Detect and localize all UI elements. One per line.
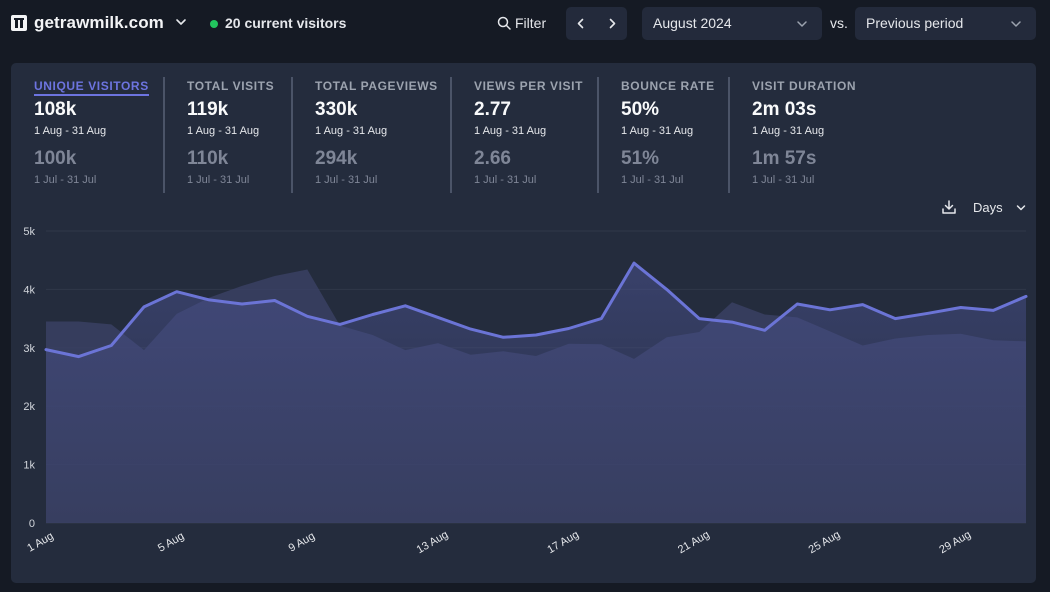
top-bar: getrawmilk.com 20 current visitors Filte…: [0, 0, 1050, 48]
live-indicator-dot: [210, 20, 218, 28]
stats-panel: UNIQUE VISITORS 108k 1 Aug - 31 Aug 100k…: [11, 63, 1036, 583]
current-period-line: [44, 261, 1028, 359]
metric-previous-value: 1m 57s: [752, 148, 817, 169]
metric-range: 1 Aug - 31 Aug: [187, 125, 260, 137]
metric-label: VIEWS PER VISIT: [474, 79, 584, 93]
metric-previous-range: 1 Jul - 31 Jul: [315, 174, 378, 186]
chevron-down-icon: [1016, 205, 1026, 211]
x-tick-label: 5 Aug: [156, 530, 186, 554]
metric-label: BOUNCE RATE: [621, 79, 715, 93]
chevron-left-icon: [577, 18, 584, 29]
metric-value: 119k: [187, 99, 229, 120]
metric-total-visits[interactable]: TOTAL VISITS 119k 1 Aug - 31 Aug 110k 1 …: [163, 77, 283, 193]
y-tick-label: 5k: [23, 226, 35, 238]
chevron-right-icon: [609, 18, 616, 29]
metric-range: 1 Aug - 31 Aug: [752, 125, 825, 137]
visitors-chart[interactable]: 0 1k 2k 3k 4k 5k 1 Aug 5 Aug 9 Aug 13 Aug 17 Aug 2…: [11, 63, 1036, 583]
y-tick-label: 4k: [23, 284, 35, 296]
y-tick-label: 2k: [23, 401, 35, 413]
metric-value: 2.77: [474, 99, 511, 120]
comparison-label: Previous period: [866, 15, 964, 31]
y-tick-label: 1k: [23, 460, 35, 472]
metric-previous-range: 1 Jul - 31 Jul: [752, 174, 815, 186]
metric-previous-range: 1 Jul - 31 Jul: [34, 174, 97, 186]
metric-previous-value: 110k: [187, 148, 229, 169]
vs-label: vs.: [830, 15, 848, 31]
y-tick-label: 3k: [23, 343, 35, 355]
metric-value: 108k: [34, 99, 77, 120]
metric-previous-value: 294k: [315, 148, 358, 169]
x-axis-ticks: 1 Aug 5 Aug 9 Aug 13 Aug 17 Aug 21 Aug 25 Aug 2…: [25, 529, 973, 557]
site-name[interactable]: getrawmilk.com: [34, 13, 164, 32]
x-tick-label: 21 Aug: [676, 529, 712, 557]
metric-range: 1 Aug - 31 Aug: [474, 125, 547, 137]
x-tick-label: 29 Aug: [937, 529, 973, 557]
period-nav: [566, 7, 627, 40]
interval-select[interactable]: Days: [969, 199, 1026, 217]
metric-label: TOTAL PAGEVIEWS: [315, 79, 438, 93]
metric-previous-value: 100k: [34, 148, 77, 169]
filter-label: Filter: [515, 15, 547, 31]
metric-label: TOTAL VISITS: [187, 79, 275, 93]
date-range-label: August 2024: [653, 15, 732, 31]
metric-value: 330k: [315, 99, 358, 120]
metric-previous-range: 1 Jul - 31 Jul: [474, 174, 537, 186]
date-range-select[interactable]: August 2024: [642, 7, 822, 40]
metric-total-pageviews[interactable]: TOTAL PAGEVIEWS 330k 1 Aug - 31 Aug 294k…: [291, 77, 441, 193]
current-period-area: [46, 263, 1026, 523]
comparison-select[interactable]: Previous period: [855, 7, 1036, 40]
chevron-down-icon[interactable]: [175, 16, 187, 28]
metric-previous-range: 1 Jul - 31 Jul: [187, 174, 250, 186]
metric-value: 2m 03s: [752, 99, 817, 120]
current-visitors[interactable]: 20 current visitors: [225, 15, 347, 31]
download-button[interactable]: [941, 199, 959, 217]
x-tick-label: 13 Aug: [415, 529, 451, 557]
y-tick-label: 0: [29, 518, 35, 530]
metric-value: 50%: [621, 99, 660, 120]
x-tick-label: 1 Aug: [25, 530, 55, 554]
site-logo-icon: [11, 15, 27, 31]
metric-range: 1 Aug - 31 Aug: [34, 125, 107, 137]
chevron-down-icon: [1011, 21, 1021, 27]
previous-period-button[interactable]: [566, 7, 596, 40]
search-icon: [497, 16, 511, 30]
x-tick-label: 9 Aug: [287, 530, 317, 554]
metric-range: 1 Aug - 31 Aug: [315, 125, 388, 137]
metric-previous-range: 1 Jul - 31 Jul: [621, 174, 684, 186]
metric-label: VISIT DURATION: [752, 79, 857, 93]
chart-lines: [44, 261, 1028, 359]
next-period-button[interactable]: [597, 7, 627, 40]
chevron-down-icon: [797, 21, 807, 27]
filter-button[interactable]: Filter: [490, 8, 554, 38]
metric-previous-value: 51%: [621, 148, 660, 169]
interval-label: Days: [973, 200, 1003, 215]
x-tick-label: 17 Aug: [545, 529, 581, 557]
chart-areas: [46, 263, 1026, 523]
metric-range: 1 Aug - 31 Aug: [621, 125, 694, 137]
metric-views-per-visit[interactable]: VIEWS PER VISIT 2.77 1 Aug - 31 Aug 2.66…: [450, 77, 590, 193]
y-axis-ticks: 0 1k 2k 3k 4k 5k: [23, 226, 35, 530]
metric-previous-value: 2.66: [474, 148, 511, 169]
download-icon: [942, 200, 956, 214]
metric-visit-duration[interactable]: VISIT DURATION 2m 03s 1 Aug - 31 Aug 1m …: [728, 77, 868, 193]
x-tick-label: 25 Aug: [807, 529, 843, 557]
metric-bounce-rate[interactable]: BOUNCE RATE 50% 1 Aug - 31 Aug 51% 1 Jul…: [597, 77, 717, 193]
metric-label: UNIQUE VISITORS: [34, 79, 149, 96]
